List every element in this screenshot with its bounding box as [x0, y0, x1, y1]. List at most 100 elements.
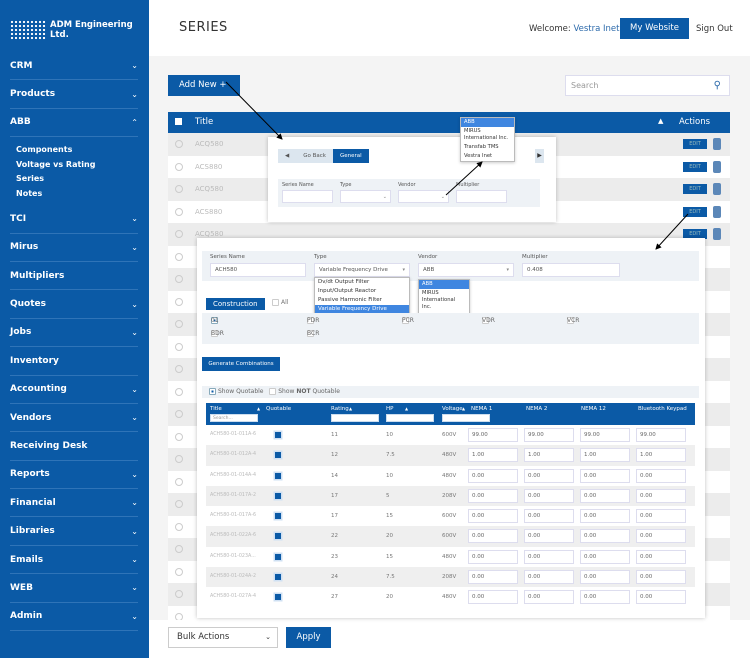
checkbox[interactable]	[567, 317, 574, 324]
row-checkbox[interactable]	[175, 432, 183, 441]
quotable-checkbox[interactable]	[275, 513, 281, 520]
search-input[interactable]: Search ⚲	[565, 75, 730, 96]
type-select[interactable]: ⌄	[340, 190, 391, 203]
checkbox[interactable]	[402, 317, 409, 324]
edit-button[interactable]: EDIT	[683, 229, 707, 239]
delete-icon[interactable]	[713, 205, 721, 218]
show-not-quotable-checkbox[interactable]: Show NOT Quotable	[269, 388, 340, 395]
bulk-actions-select[interactable]: Bulk Actions ⌄	[168, 627, 278, 648]
column-voltage[interactable]: Voltage	[442, 406, 463, 412]
apply-button[interactable]: Apply	[286, 627, 331, 648]
price-input-nema-2[interactable]: 99.00	[524, 428, 574, 442]
row-title[interactable]: ACS880	[195, 207, 223, 216]
dropdown-option[interactable]: Variable Frequency Drive	[315, 305, 409, 314]
price-input-bluetooth-keypad[interactable]: 0.00	[636, 488, 686, 503]
price-input-nema-12[interactable]: 99.00	[580, 428, 630, 442]
price-input-nema-1[interactable]: 0.00	[468, 590, 518, 605]
row-checkbox[interactable]	[175, 230, 183, 238]
price-input-nema-12[interactable]: 0.00	[580, 590, 630, 605]
price-input-nema-12[interactable]: 0.00	[580, 549, 630, 564]
price-input-nema-2[interactable]: 0.00	[524, 529, 574, 544]
price-input-nema-12[interactable]: 0.00	[580, 529, 630, 544]
checkbox[interactable]	[307, 330, 314, 337]
quotable-checkbox[interactable]	[275, 594, 281, 601]
price-input-bluetooth-keypad[interactable]: 99.00	[636, 428, 686, 442]
dropdown-option[interactable]: Input/Output Reactor	[318, 288, 377, 294]
price-input-bluetooth-keypad[interactable]: 0.00	[636, 529, 686, 544]
delete-icon[interactable]	[713, 183, 721, 195]
price-input-nema-2[interactable]: 0.00	[524, 570, 574, 585]
checkbox[interactable]	[211, 317, 218, 324]
sidebar-subitem-notes[interactable]: Notes	[16, 188, 43, 198]
quotable-checkbox[interactable]	[275, 533, 281, 540]
row-checkbox[interactable]	[175, 567, 183, 576]
sort-icon[interactable]: ▲	[462, 406, 466, 411]
row-checkbox[interactable]	[175, 185, 183, 193]
construction-tab[interactable]: Construction	[206, 298, 265, 310]
row-checkbox[interactable]	[175, 477, 183, 486]
generate-combinations-button[interactable]: Generate Combinations	[202, 357, 280, 371]
price-input-nema-1[interactable]: 0.00	[468, 468, 518, 483]
sidebar-item-tci[interactable]: TCI ⌄	[10, 205, 138, 234]
dropdown-option[interactable]: MIRUS International Inc.	[464, 128, 509, 141]
quotable-checkbox[interactable]	[275, 492, 281, 499]
quotable-checkbox[interactable]	[275, 432, 281, 438]
price-input-nema-1[interactable]: 99.00	[468, 428, 518, 442]
row-checkbox[interactable]	[175, 162, 183, 171]
sidebar-item-vendors[interactable]: Vendors ⌄	[10, 404, 138, 433]
price-input-bluetooth-keypad[interactable]: 0.00	[636, 549, 686, 564]
delete-icon[interactable]	[713, 228, 721, 240]
go-back-tab[interactable]: Go Back	[296, 149, 333, 163]
row-checkbox[interactable]	[175, 207, 183, 216]
voltage-filter-input[interactable]	[442, 414, 490, 422]
row-checkbox[interactable]	[175, 410, 183, 418]
series-name-input[interactable]	[282, 190, 333, 203]
add-new-button[interactable]: Add New +	[168, 75, 240, 96]
price-input-nema-2[interactable]: 0.00	[524, 509, 574, 524]
sidebar-item-reports[interactable]: Reports ⌄	[10, 461, 138, 490]
edit-button[interactable]: EDIT	[683, 184, 707, 194]
row-checkbox[interactable]	[175, 342, 183, 351]
show-quotable-checkbox[interactable]: Show Quotable	[209, 388, 264, 395]
row-checkbox[interactable]	[175, 590, 183, 598]
price-input-nema-2[interactable]: 0.00	[524, 549, 574, 564]
row-checkbox[interactable]	[175, 320, 183, 328]
sort-icon[interactable]: ▲	[349, 406, 353, 411]
sidebar-item-quotes[interactable]: Quotes ⌄	[10, 290, 138, 319]
row-title[interactable]: ACS880	[195, 162, 223, 171]
row-checkbox[interactable]	[175, 252, 183, 261]
next-arrow-icon[interactable]: ▶	[535, 149, 544, 163]
row-checkbox[interactable]	[175, 365, 183, 373]
sidebar-item-accounting[interactable]: Accounting ⌄	[10, 376, 138, 404]
row-checkbox[interactable]	[175, 500, 183, 508]
general-tab[interactable]: General	[332, 149, 369, 163]
row-checkbox[interactable]	[175, 297, 183, 306]
multiplier-input[interactable]: 0.408	[522, 263, 620, 277]
price-input-nema-1[interactable]: 0.00	[468, 570, 518, 585]
price-input-nema-12[interactable]: 0.00	[580, 468, 630, 483]
sidebar-subitem-series[interactable]: Series	[16, 174, 45, 184]
sort-icon[interactable]: ▲	[658, 117, 664, 125]
sidebar-item-emails[interactable]: Emails ⌄	[10, 546, 138, 575]
column-title[interactable]: Title	[210, 406, 222, 412]
price-input-nema-1[interactable]: 0.00	[468, 549, 518, 564]
multiplier-input[interactable]	[456, 190, 507, 203]
dropdown-option[interactable]: ABB	[419, 280, 469, 289]
hp-filter-input[interactable]	[386, 414, 434, 422]
price-input-nema-2[interactable]: 0.00	[524, 488, 574, 503]
sign-out-link[interactable]: Sign Out	[696, 24, 733, 34]
quotable-checkbox[interactable]	[275, 452, 281, 459]
price-input-bluetooth-keypad[interactable]: 1.00	[636, 448, 686, 463]
row-checkbox[interactable]	[175, 455, 183, 463]
title-search-input[interactable]: Search...	[210, 414, 258, 422]
select-all-checkbox[interactable]	[175, 118, 182, 125]
price-input-nema-2[interactable]: 0.00	[524, 468, 574, 483]
sidebar-subitem-voltage-vs-rating[interactable]: Voltage vs Rating	[16, 159, 96, 169]
quotable-checkbox[interactable]	[275, 574, 281, 581]
sidebar-item-multipliers[interactable]: Multipliers	[10, 262, 138, 291]
row-checkbox[interactable]	[175, 140, 183, 148]
checkbox[interactable]	[307, 317, 314, 324]
price-input-nema-12[interactable]: 0.00	[580, 570, 630, 585]
row-title[interactable]: ACQ580	[195, 230, 224, 238]
type-select[interactable]: Variable Frequency Drive ▾	[314, 263, 410, 277]
